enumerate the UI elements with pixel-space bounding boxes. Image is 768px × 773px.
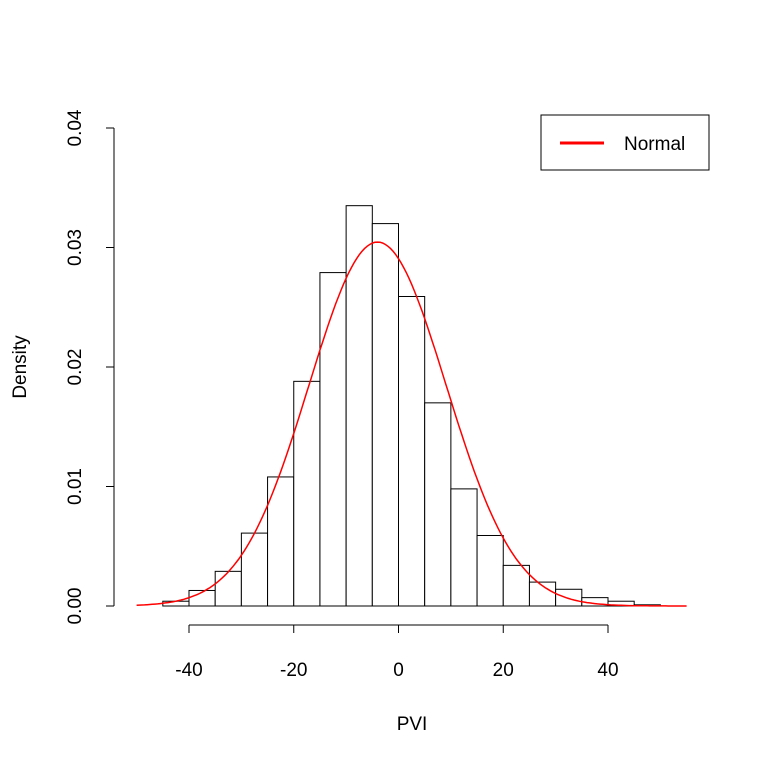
legend-label-normal: Normal xyxy=(624,134,685,155)
x-tick-label: -40 xyxy=(175,660,202,681)
histogram-bar xyxy=(293,380,321,607)
y-tick-label: 0.03 xyxy=(65,229,86,266)
x-tick-label: 0 xyxy=(393,660,404,681)
x-axis: -40 -20 0 20 40 xyxy=(175,624,619,681)
y-tick-label: 0.00 xyxy=(65,588,86,625)
bars-group xyxy=(162,205,661,607)
histogram-bar xyxy=(267,476,295,607)
histogram-bar xyxy=(398,295,426,607)
y-axis-label: Density xyxy=(10,335,31,399)
histogram-bar xyxy=(214,570,242,607)
legend: Normal xyxy=(540,114,710,171)
x-axis-label: PVI xyxy=(397,714,428,735)
normal-density-curve xyxy=(136,241,687,607)
histogram-bar xyxy=(450,488,478,607)
x-tick-label: 40 xyxy=(597,660,618,681)
histogram-bar xyxy=(240,532,269,607)
histogram-bar xyxy=(555,588,583,607)
histogram-bar xyxy=(371,223,399,607)
histogram-bar xyxy=(319,272,347,607)
y-axis: 0.00 0.01 0.02 0.03 0.04 xyxy=(65,109,115,625)
histogram-bar xyxy=(476,534,504,607)
histogram-bar xyxy=(345,205,373,607)
x-tick-label: -20 xyxy=(280,660,307,681)
y-tick-label: 0.01 xyxy=(65,468,86,505)
histogram-bar xyxy=(424,402,452,607)
y-tick-label: 0.02 xyxy=(65,349,86,386)
y-tick-label: 0.04 xyxy=(65,109,86,146)
x-tick-label: 20 xyxy=(493,660,514,681)
